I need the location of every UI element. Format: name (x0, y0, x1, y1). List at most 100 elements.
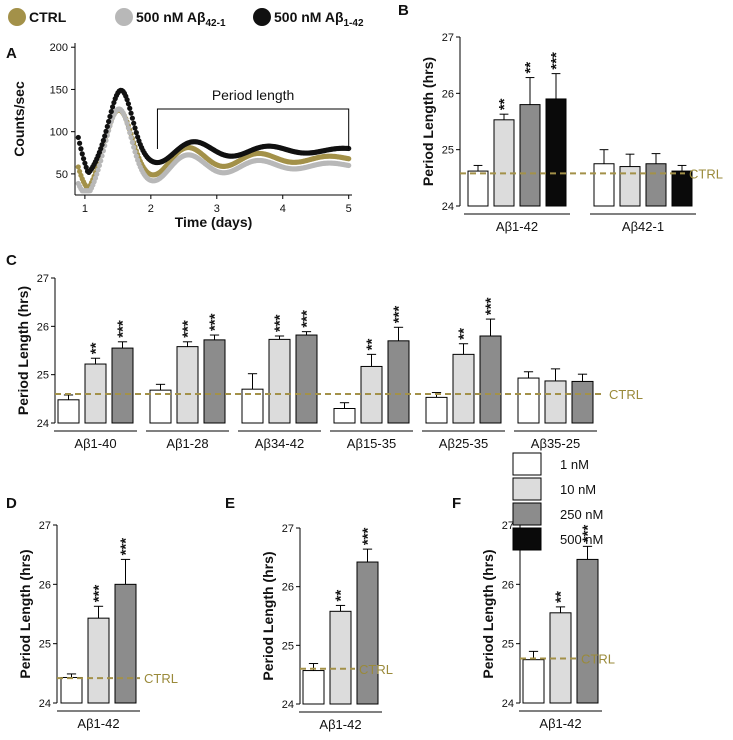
group-label: Aβ1-40 (74, 436, 116, 451)
ctrl-reference-label: CTRL (689, 166, 723, 181)
bar (545, 98, 567, 207)
data-point (75, 134, 81, 141)
bar (268, 338, 291, 424)
data-point (132, 149, 138, 155)
y-tick-label: 27 (282, 523, 294, 535)
y-tick-label: 24 (282, 699, 294, 711)
ctrl-reference-label: CTRL (359, 662, 393, 677)
data-point (135, 134, 141, 140)
y-tick-label: 27 (37, 273, 49, 285)
data-point (94, 171, 100, 177)
bar (295, 334, 318, 424)
y-tick-label: 27 (502, 520, 514, 532)
data-point (109, 104, 116, 110)
bar (387, 340, 410, 424)
panel-letter-f: F (452, 495, 461, 512)
data-point (96, 162, 103, 169)
bar (452, 353, 475, 424)
panel-letter-d: D (6, 495, 17, 512)
bar (114, 583, 137, 704)
group-label: Aβ1-42 (319, 717, 361, 732)
legend-swatch-ctrl (8, 8, 26, 26)
data-point (108, 108, 114, 115)
y-tick-label: 25 (282, 640, 294, 652)
y-tick-label: 26 (502, 579, 514, 591)
bar (87, 617, 110, 704)
data-point (102, 133, 108, 139)
bar (645, 163, 667, 207)
significance-marker: *** (391, 306, 408, 324)
y-tick-label: 150 (50, 84, 68, 96)
data-point (125, 101, 132, 107)
legend-label-250nm: 250 nM (560, 507, 603, 522)
y-axis-title: Period Length (hrs) (15, 286, 31, 415)
data-point (99, 142, 105, 148)
top-legend: CTRL 500 nM Aβ42-1 500 nM Aβ1-42 (8, 8, 364, 29)
x-tick-label: 4 (280, 203, 286, 215)
significance-marker: ** (364, 339, 381, 351)
significance-marker: *** (548, 52, 565, 70)
significance-marker: ** (333, 590, 350, 602)
bar (671, 170, 693, 207)
y-tick-label: 25 (442, 145, 454, 157)
bar (479, 335, 502, 424)
bar (619, 166, 641, 207)
data-point (131, 144, 137, 150)
bar (425, 396, 448, 424)
bar (593, 163, 615, 207)
legend-swatch-10nm (512, 477, 542, 501)
ctrl-reference-label: CTRL (144, 671, 178, 686)
data-point (124, 120, 130, 127)
data-point (133, 153, 139, 159)
bar (356, 561, 379, 705)
period-bracket (156, 108, 350, 149)
data-point (128, 134, 134, 141)
x-tick-label: 5 (346, 203, 352, 215)
x-tick-label: 2 (148, 203, 154, 215)
bar (544, 380, 567, 424)
group-label: Aβ1-42 (539, 716, 581, 731)
panel-letter-a: A (6, 45, 17, 62)
data-point (95, 167, 101, 173)
legend-label-a42-1: 500 nM Aβ42-1 (136, 9, 226, 29)
significance-marker: *** (360, 527, 377, 545)
data-point (346, 162, 352, 169)
group-label: Aβ42-1 (622, 219, 664, 234)
data-point (79, 151, 85, 157)
data-point (98, 158, 104, 164)
panel-letter-c: C (6, 252, 17, 269)
y-tick-label: 26 (37, 321, 49, 333)
legend-swatch-1nm (512, 452, 542, 476)
significance-marker: *** (91, 585, 108, 603)
significance-marker: *** (115, 320, 132, 338)
y-tick-label: 24 (442, 201, 454, 213)
significance-marker: *** (580, 525, 597, 543)
significance-marker: *** (207, 313, 224, 331)
data-point (77, 168, 83, 175)
y-tick-label: 25 (37, 370, 49, 382)
bar (576, 558, 599, 704)
data-point (128, 110, 134, 116)
significance-marker: ** (456, 328, 473, 340)
data-point (78, 146, 84, 152)
legend-label-a1-42: 500 nM Aβ1-42 (274, 9, 364, 29)
panel-letter-b: B (398, 2, 409, 19)
period-length-label: Period length (212, 87, 295, 103)
legend-swatch-250nm (512, 502, 542, 526)
data-point (92, 175, 99, 181)
ctrl-reference-label: CTRL (609, 387, 643, 402)
group-label: Aβ35-25 (531, 436, 580, 451)
bar (60, 676, 83, 704)
significance-marker: *** (272, 314, 289, 332)
legend-swatch-500nm (512, 527, 542, 551)
bar (57, 399, 80, 424)
bar (203, 339, 226, 424)
legend-label-500nm: 500 nM (560, 532, 603, 547)
y-tick-label: 27 (442, 32, 454, 44)
data-point (129, 139, 135, 145)
legend-swatch-a42-1 (115, 8, 133, 26)
y-tick-label: 26 (282, 582, 294, 594)
data-point (77, 140, 83, 146)
